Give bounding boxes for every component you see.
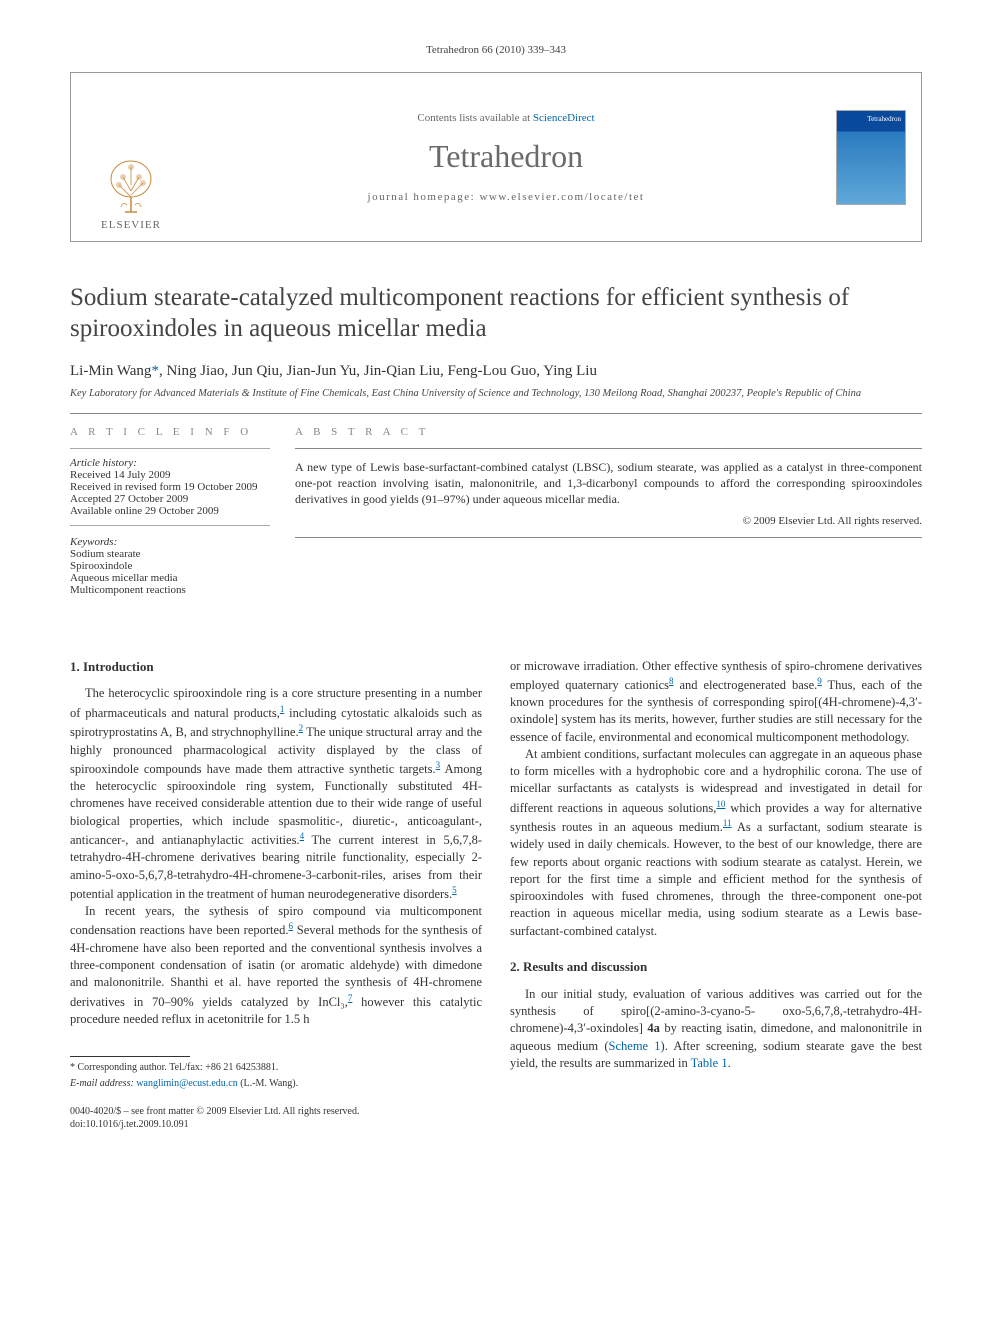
abstract-label: A B S T R A C T — [295, 426, 922, 438]
doi-block: 0040-4020/$ – see front matter © 2009 El… — [70, 1105, 482, 1131]
homepage-prefix: journal homepage: — [368, 191, 480, 203]
corresponding-email-link[interactable]: wanglimin@ecust.edu.cn — [136, 1078, 237, 1089]
keyword-3: Aqueous micellar media — [70, 572, 275, 584]
table-1-link[interactable]: Table 1 — [691, 1056, 728, 1070]
contents-available-line: Contents lists available at ScienceDirec… — [417, 112, 594, 124]
corresponding-footer: * Corresponding author. Tel./fax: +86 21… — [70, 1056, 482, 1091]
right-column: or microwave irradiation. Other effectiv… — [510, 658, 922, 1131]
corresponding-email-line: E-mail address: wanglimin@ecust.edu.cn (… — [70, 1077, 482, 1091]
journal-cover-thumb: Tetrahedron — [836, 110, 906, 205]
email-tail: (L.-M. Wang). — [238, 1078, 298, 1089]
article-info-column: A R T I C L E I N F O Article history: R… — [70, 426, 295, 596]
running-head: Tetrahedron 66 (2010) 339–343 — [70, 44, 922, 56]
keyword-1: Sodium stearate — [70, 548, 275, 560]
front-matter-line: 0040-4020/$ – see front matter © 2009 El… — [70, 1105, 482, 1118]
article-title: Sodium stearate-catalyzed multicomponent… — [70, 282, 922, 345]
right-para-1: or microwave irradiation. Other effectiv… — [510, 658, 922, 746]
article-info-label: A R T I C L E I N F O — [70, 426, 275, 438]
abstract-text: A new type of Lewis base-surfactant-comb… — [295, 459, 922, 508]
publisher-name: ELSEVIER — [101, 219, 161, 231]
affiliation: Key Laboratory for Advanced Materials & … — [70, 388, 922, 399]
corresponding-note: * Corresponding author. Tel./fax: +86 21… — [70, 1061, 482, 1075]
corresponding-marker[interactable]: * — [151, 363, 159, 379]
contents-prefix: Contents lists available at — [417, 112, 532, 124]
right-para-2: At ambient conditions, surfactant molecu… — [510, 746, 922, 940]
results-para-1: In our initial study, evaluation of vari… — [510, 986, 922, 1072]
authors-rest: , Ning Jiao, Jun Qiu, Jian-Jun Yu, Jin-Q… — [159, 363, 597, 379]
journal-name: Tetrahedron — [429, 138, 583, 175]
homepage-url[interactable]: www.elsevier.com/locate/tet — [479, 191, 644, 203]
doi-line: doi:10.1016/j.tet.2009.10.091 — [70, 1118, 482, 1131]
history-online: Available online 29 October 2009 — [70, 505, 275, 517]
ref-11[interactable]: 11 — [723, 818, 732, 828]
ref-5[interactable]: 5 — [452, 885, 457, 895]
rp1b: and electrogenerated base. — [674, 678, 818, 692]
rp2c: As a surfactant, sodium stearate is wide… — [510, 820, 922, 938]
keyword-4: Multicomponent reactions — [70, 584, 275, 596]
journal-header-box: ELSEVIER Contents lists available at Sci… — [70, 72, 922, 242]
history-received: Received 14 July 2009 — [70, 469, 275, 481]
elsevier-tree-icon — [101, 157, 161, 217]
history-accepted: Accepted 27 October 2009 — [70, 493, 275, 505]
rp3d: . — [728, 1056, 731, 1070]
cover-thumb-label: Tetrahedron — [867, 115, 901, 123]
abstract-copyright: © 2009 Elsevier Ltd. All rights reserved… — [295, 515, 922, 527]
scheme-1-link[interactable]: Scheme 1 — [609, 1039, 661, 1053]
keywords-label: Keywords: — [70, 536, 275, 548]
intro-para-2: In recent years, the sythesis of spiro c… — [70, 903, 482, 1028]
publisher-logo-area: ELSEVIER — [71, 73, 191, 241]
left-column: 1. Introduction The heterocyclic spiroox… — [70, 658, 482, 1131]
compound-4a: 4a — [647, 1021, 660, 1035]
email-label: E-mail address: — [70, 1078, 136, 1089]
journal-homepage-line: journal homepage: www.elsevier.com/locat… — [368, 191, 645, 203]
abstract-column: A B S T R A C T A new type of Lewis base… — [295, 426, 922, 596]
sciencedirect-link[interactable]: ScienceDirect — [533, 112, 595, 124]
intro-para-1: The heterocyclic spirooxindole ring is a… — [70, 685, 482, 903]
intro-heading: 1. Introduction — [70, 658, 482, 676]
divider-top — [70, 413, 922, 414]
author-corresponding: Li-Min Wang — [70, 363, 151, 379]
history-label: Article history: — [70, 457, 275, 469]
author-list: Li-Min Wang*, Ning Jiao, Jun Qiu, Jian-J… — [70, 363, 922, 380]
keyword-2: Spirooxindole — [70, 560, 275, 572]
results-heading: 2. Results and discussion — [510, 958, 922, 976]
body-two-column: 1. Introduction The heterocyclic spiroox… — [70, 658, 922, 1131]
history-revised: Received in revised form 19 October 2009 — [70, 481, 275, 493]
